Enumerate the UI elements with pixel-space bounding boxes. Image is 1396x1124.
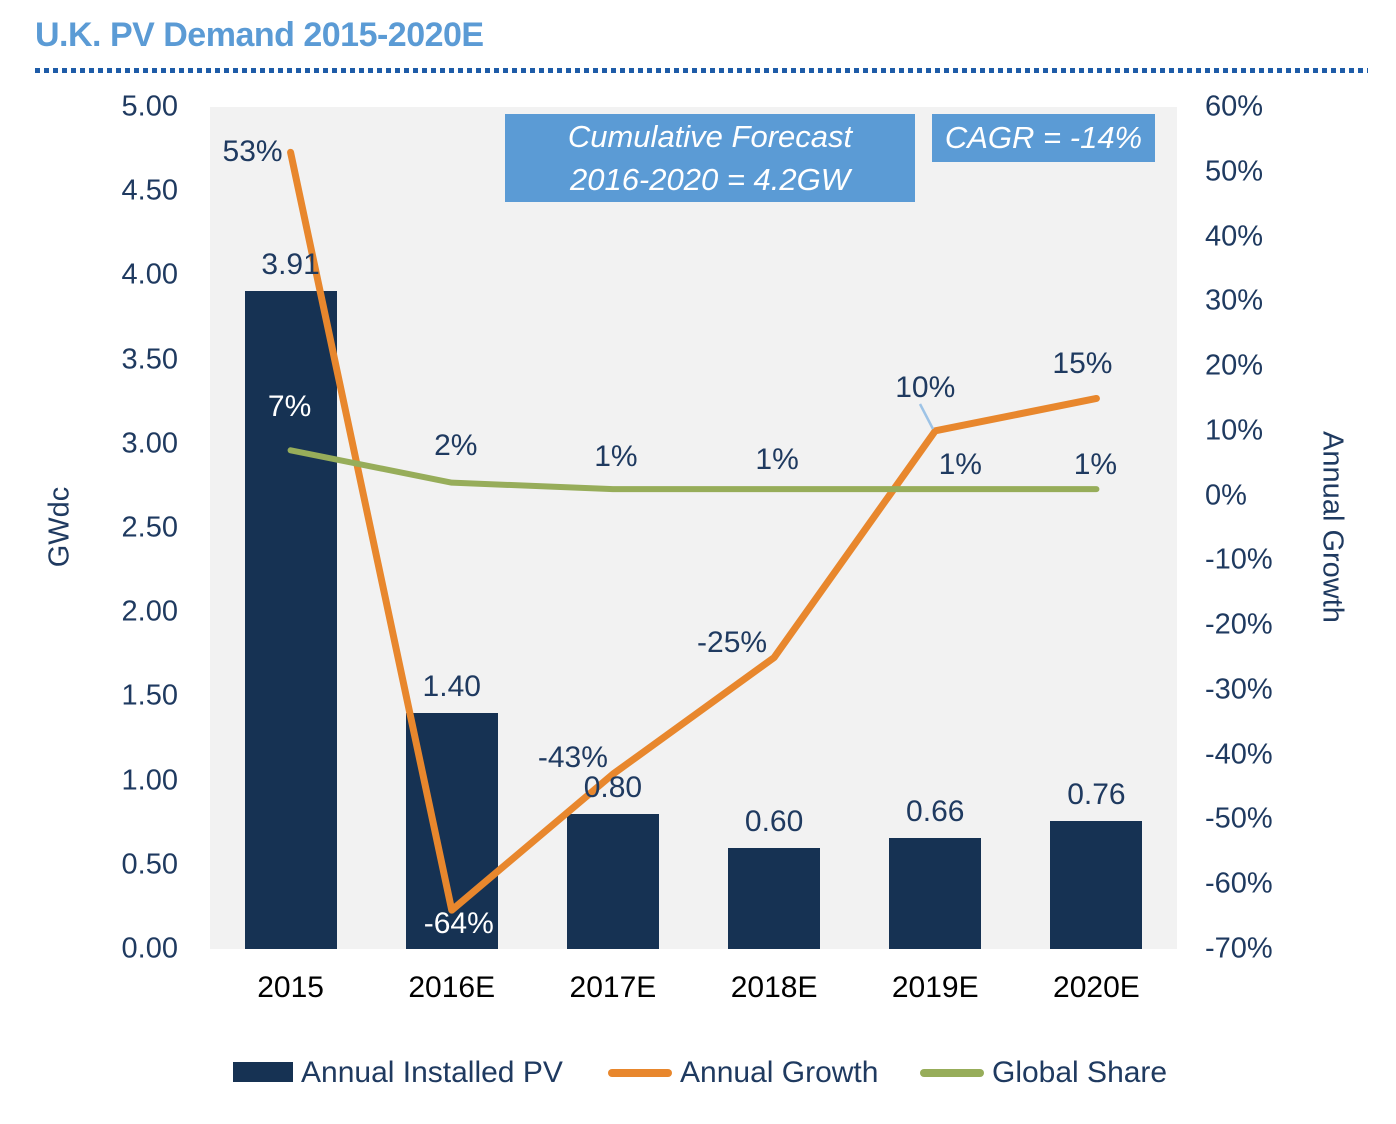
right-axis-tick: 20%: [1205, 349, 1264, 382]
legend-label-annual-installed-pv: Annual Installed PV: [301, 1056, 563, 1089]
legend-label-global-share: Global Share: [992, 1056, 1168, 1089]
line-data-label: 1%: [594, 440, 638, 474]
bar-value-label: 1.40: [422, 670, 481, 704]
bar-value-label: 3.91: [261, 247, 320, 281]
right-axis-tick: -50%: [1205, 802, 1273, 835]
line-data-label: 2%: [434, 428, 478, 462]
right-axis-tick: 60%: [1205, 90, 1264, 123]
right-axis-tick: -30%: [1205, 673, 1273, 706]
line-data-label: 53%: [222, 135, 283, 169]
forecast-callout-line2: 2016-2020 = 4.2GW: [569, 162, 851, 197]
right-axis-tick: -20%: [1205, 608, 1273, 641]
page-title: U.K. PV Demand 2015-2020E: [35, 16, 484, 54]
right-axis-tick: -10%: [1205, 543, 1273, 576]
bar-value-label: 0.66: [906, 794, 965, 828]
bar-2017e: [566, 814, 659, 949]
bar-2018e: [728, 847, 821, 949]
right-axis-tick: -60%: [1205, 867, 1273, 900]
left-axis-title: GWdc: [43, 486, 76, 568]
forecast-callout-box: Cumulative Forecast 2016-2020 = 4.2GW: [505, 114, 915, 202]
x-axis-label-2016e: 2016E: [408, 971, 496, 1004]
x-axis-label-2018e: 2018E: [730, 971, 818, 1004]
line-data-label: 1%: [755, 443, 799, 477]
line-data-label: 10%: [895, 370, 956, 404]
legend-swatch-global-share: [920, 1069, 984, 1077]
x-axis-label-2017e: 2017E: [569, 971, 657, 1004]
bar-2019e: [889, 837, 982, 949]
x-axis-label-2019e: 2019E: [891, 971, 979, 1004]
line-data-label: 7%: [267, 390, 312, 424]
forecast-callout-line1: Cumulative Forecast: [567, 119, 853, 154]
left-axis-tick: 2.50: [121, 511, 178, 544]
line-data-label: 15%: [1052, 347, 1113, 381]
legend-swatch-annual-installed-pv: [233, 1062, 293, 1082]
right-axis-title: Annual Growth: [1316, 431, 1349, 623]
left-axis-tick: 0.50: [121, 848, 178, 881]
legend-swatch-annual-growth: [608, 1069, 672, 1077]
x-axis-label-2015: 2015: [257, 971, 324, 1004]
line-data-label: -43%: [537, 741, 608, 775]
line-data-label: 1%: [938, 448, 982, 482]
right-axis-tick: -70%: [1205, 932, 1273, 965]
bar-2020e: [1050, 821, 1143, 949]
bar-value-label: 0.80: [583, 771, 643, 805]
left-axis-tick: 4.50: [121, 174, 178, 207]
plot-area: [210, 107, 1177, 949]
left-axis-tick: 0.00: [121, 932, 178, 965]
dotted-divider: [35, 68, 1368, 73]
right-axis-tick: 30%: [1205, 284, 1264, 317]
right-axis-tick: 0%: [1205, 479, 1247, 512]
legend-label-annual-growth: Annual Growth: [680, 1056, 879, 1089]
line-data-label: 1%: [1073, 448, 1118, 482]
right-axis-tick: 40%: [1205, 220, 1264, 253]
left-axis-tick: 3.50: [121, 343, 178, 376]
left-axis-tick: 4.00: [121, 258, 178, 291]
right-axis-tick: 50%: [1205, 155, 1264, 188]
line-data-label: -64%: [423, 907, 494, 941]
left-axis-tick: 2.00: [121, 595, 178, 628]
left-axis-tick: 1.00: [121, 764, 178, 797]
left-axis-tick: 3.00: [121, 427, 178, 460]
left-axis-tick: 5.00: [121, 90, 178, 123]
right-axis-tick: -40%: [1205, 738, 1273, 771]
right-axis-tick: 10%: [1205, 414, 1264, 447]
line-data-label: -25%: [697, 625, 768, 659]
bar-value-label: 0.60: [744, 804, 804, 838]
cagr-callout-box: CAGR = -14%: [932, 114, 1155, 162]
left-axis-tick: 1.50: [121, 679, 178, 712]
x-axis-label-2020e: 2020E: [1053, 971, 1140, 1004]
bar-value-label: 0.76: [1067, 778, 1126, 812]
